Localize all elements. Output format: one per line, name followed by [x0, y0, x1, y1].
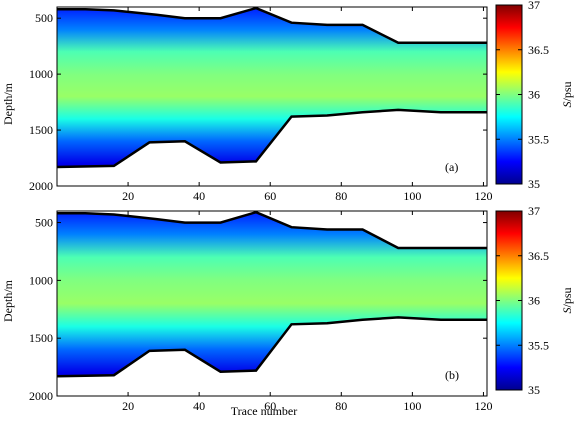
x-tick-label: 40 [193, 189, 205, 203]
colorbar-tick-label: 37 [528, 0, 540, 12]
top-boundary-line [57, 6, 487, 45]
x-tick-label: 20 [122, 189, 134, 203]
panel-b-xlabel: Trace number [231, 404, 298, 418]
axes-frame [56, 210, 488, 397]
panel-b: 20 40 60 80 100 120 500 1000 1500 2000 Depth/m (b… [1, 204, 574, 418]
y-tick-label: 2000 [29, 179, 53, 193]
colorbar-tick-label: 35 [528, 383, 540, 397]
y-tick-label: 1500 [29, 123, 53, 137]
colorbar-tick-label: 35 [528, 177, 540, 191]
x-tick-label: 60 [264, 189, 276, 203]
colorbar-tick-label: 36 [528, 294, 540, 308]
top-boundary-line [57, 210, 487, 250]
colorbar-tick-label: 35.5 [528, 132, 549, 146]
y-tick-label: 1000 [29, 273, 53, 287]
panel-a: 20 40 60 80 100 120 500 1000 1500 2000 Depth/m (a… [1, 0, 574, 203]
colorbar [495, 210, 523, 391]
panel-a-ylabel: Depth/m [1, 82, 15, 125]
y-tick-label: 500 [35, 216, 53, 230]
axes-frame [56, 6, 488, 187]
x-tick-label: 120 [474, 399, 492, 413]
x-tick-label: 80 [335, 189, 347, 203]
x-tick-label: 100 [403, 189, 421, 203]
y-tick-label: 500 [35, 11, 53, 25]
bottom-boundary-line [56, 316, 487, 378]
x-tick-label: 40 [193, 399, 205, 413]
colorbar-tick-label: 36.5 [528, 43, 549, 57]
x-tick-label: 20 [122, 399, 134, 413]
colorbar-tick-label: 36.5 [528, 249, 549, 263]
panel-b-label: (b) [445, 368, 459, 382]
bottom-boundary-line [56, 108, 487, 169]
colorbar-label: S/psu [560, 287, 574, 313]
panel-a-label: (a) [445, 160, 458, 174]
y-tick-label: 1500 [29, 331, 53, 345]
x-tick-label: 100 [403, 399, 421, 413]
x-tick-label: 120 [474, 189, 492, 203]
colorbar-tick-label: 36 [528, 88, 540, 102]
colorbar [495, 4, 523, 185]
x-tick-label: 60 [264, 399, 276, 413]
colorbar-tick-label: 37 [528, 204, 540, 218]
y-tick-label: 2000 [29, 389, 53, 403]
x-tick-label: 80 [335, 399, 347, 413]
panel-b-ylabel: Depth/m [1, 279, 15, 322]
y-tick-label: 1000 [29, 67, 53, 81]
colorbar-tick-label: 35.5 [528, 338, 549, 352]
colorbar-label: S/psu [560, 81, 574, 107]
